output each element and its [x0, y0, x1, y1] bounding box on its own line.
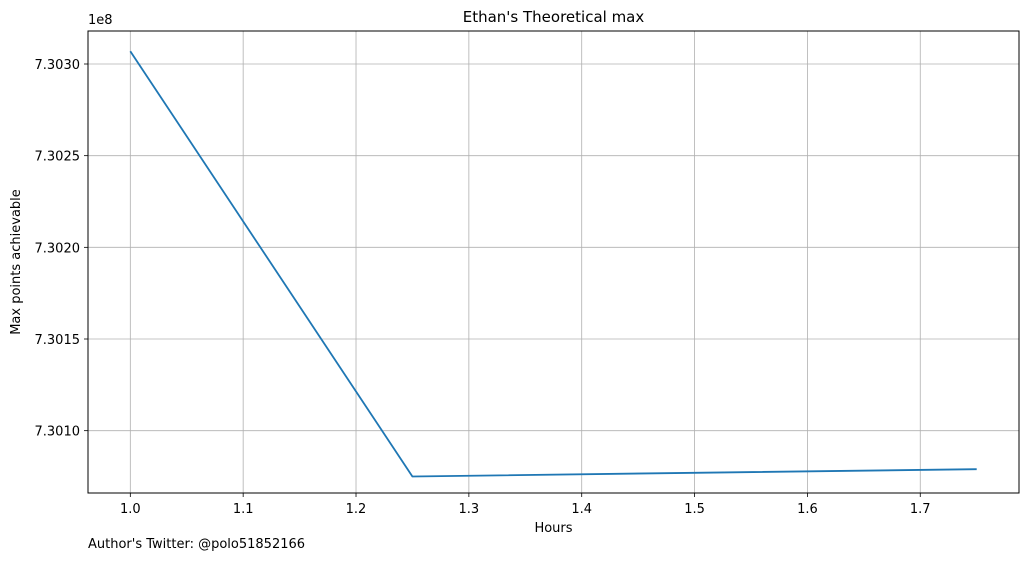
y-axis-offset-label: 1e8	[88, 13, 113, 28]
y-tick-label: 7.3025	[35, 150, 81, 165]
x-tick-label: 1.2	[346, 502, 367, 517]
x-tick-label: 1.4	[571, 502, 592, 517]
series-layer	[129, 50, 977, 478]
ticks: 1.0 1.1 1.2 1.3 1.4 1.5 1.6 1.7 7.3010 7.3015 7.30…	[35, 58, 931, 517]
author-note: Author's Twitter: @polo51852166	[88, 537, 306, 552]
x-tick-label: 1.7	[910, 502, 931, 517]
y-tick-label: 7.3015	[35, 333, 81, 348]
y-tick-label: 7.3030	[35, 58, 81, 73]
x-axis-label: Hours	[534, 521, 572, 536]
axes-frame	[87, 30, 1020, 494]
x-tick-label: 1.0	[120, 502, 141, 517]
x-tick-label: 1.6	[797, 502, 818, 517]
x-tick-label: 1.3	[459, 502, 480, 517]
y-tick-label: 7.3020	[35, 241, 81, 256]
y-axis-label: Max points achievable	[9, 189, 24, 335]
chart-title: Ethan's Theoretical max	[463, 8, 645, 26]
x-tick-label: 1.1	[233, 502, 254, 517]
y-tick-label: 7.3010	[35, 425, 81, 440]
x-tick-label: 1.5	[684, 502, 705, 517]
grid	[88, 31, 1019, 493]
series-line	[129, 50, 977, 478]
